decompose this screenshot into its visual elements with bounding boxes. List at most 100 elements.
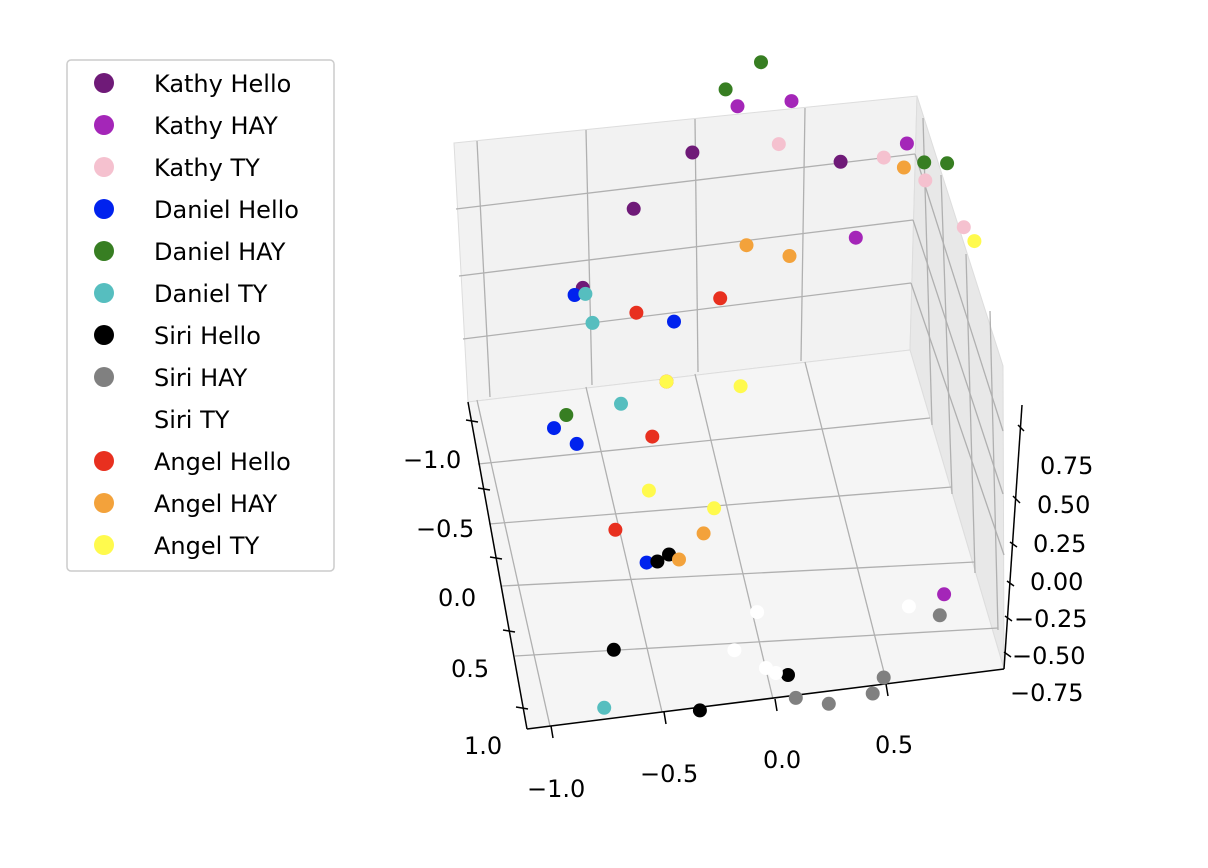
data-point (629, 305, 644, 320)
legend-marker (94, 535, 114, 555)
z-tick-label: −0.75 (1010, 679, 1084, 707)
legend-marker (94, 115, 114, 135)
data-point (626, 201, 641, 216)
data-point (956, 220, 971, 235)
grid-top (455, 107, 916, 398)
data-point (707, 501, 722, 516)
x-tick-labels: −1.0 −0.5 0.0 0.5 (527, 731, 913, 803)
data-point (672, 552, 686, 567)
data-point (559, 408, 574, 422)
x-tick-label: −0.5 (640, 760, 698, 788)
legend-marker (94, 73, 114, 93)
data-point (606, 642, 621, 657)
data-point (614, 396, 628, 411)
legend-label: Siri HAY (154, 364, 248, 392)
legend-label: Siri TY (154, 406, 230, 434)
axis-spines (467, 401, 1023, 730)
data-point (730, 99, 745, 114)
data-point (667, 314, 681, 329)
data-point (937, 587, 952, 602)
data-point (940, 156, 955, 171)
y-tick-label: 1.0 (464, 732, 502, 760)
data-point (781, 668, 795, 682)
legend-label: Daniel HAY (154, 238, 286, 266)
points-layer (547, 55, 982, 718)
legend-marker (94, 325, 114, 345)
data-point (685, 145, 700, 160)
data-point (547, 421, 561, 436)
data-point (784, 94, 799, 109)
legend-marker (94, 241, 114, 261)
legend-marker (94, 367, 114, 387)
legend-marker (94, 157, 114, 177)
legend-label: Kathy HAY (154, 112, 278, 140)
x-tick-label: −1.0 (527, 775, 585, 803)
legend-marker (94, 493, 114, 513)
data-point (750, 605, 765, 620)
data-point (639, 555, 654, 570)
data-point (696, 526, 711, 541)
data-point (645, 429, 660, 444)
z-tick-label: 0.25 (1033, 530, 1086, 558)
data-point (918, 173, 933, 188)
z-tick-label: 0.00 (1030, 568, 1083, 596)
grid-right (910, 117, 1005, 631)
legend-marker (94, 451, 114, 471)
data-point (585, 315, 600, 330)
legend-label: Daniel TY (154, 280, 268, 308)
data-point (567, 288, 582, 302)
data-point (967, 234, 982, 249)
data-point (641, 483, 656, 498)
pane-top (453, 95, 918, 403)
data-point (718, 82, 733, 97)
data-point (727, 643, 742, 658)
y-tick-label: −0.5 (416, 515, 474, 543)
legend-label: Siri Hello (154, 322, 261, 350)
z-tick-label: −0.50 (1012, 642, 1086, 670)
data-point (733, 379, 748, 394)
x-axis-ticks (550, 683, 889, 739)
data-point (917, 155, 932, 170)
legend-items: Kathy Hello Kathy HAY Kathy TY Daniel Hello… (94, 70, 299, 560)
legend-label: Kathy Hello (154, 70, 291, 98)
data-point (597, 700, 612, 715)
pane-floor (467, 349, 1005, 730)
legend-label: Angel Hello (154, 448, 291, 476)
data-point (692, 703, 707, 718)
legend-marker (94, 409, 114, 429)
legend-label: Angel TY (154, 532, 260, 560)
data-point (932, 608, 947, 623)
data-point (650, 554, 665, 569)
data-point (821, 696, 836, 711)
data-point (771, 137, 786, 152)
data-point (659, 374, 674, 389)
z-tick-label: 0.75 (1040, 452, 1093, 480)
data-point (901, 599, 916, 614)
data-point (848, 230, 863, 245)
data-point (713, 291, 728, 306)
data-point (754, 55, 768, 70)
legend: Kathy Hello Kathy HAY Kathy TY Daniel Hello… (66, 59, 335, 572)
data-point (833, 154, 848, 169)
data-point (865, 686, 880, 701)
legend-label: Daniel Hello (154, 196, 299, 224)
legend-frame (66, 59, 335, 572)
y-axis-ticks (465, 419, 529, 710)
data-point (876, 670, 891, 685)
data-point (569, 436, 584, 451)
data-point (876, 150, 891, 165)
x-tick-label: 0.5 (875, 731, 913, 759)
legend-marker (94, 283, 114, 303)
y-tick-labels: −1.0 −0.5 0.0 0.5 1.0 (403, 446, 502, 760)
data-point (788, 690, 803, 705)
data-point (739, 238, 754, 253)
data-point (899, 136, 914, 151)
data-point (608, 522, 623, 537)
legend-label: Kathy TY (154, 154, 260, 182)
z-axis-ticks (1003, 424, 1025, 658)
y-tick-label: −1.0 (403, 446, 461, 474)
legend-marker (94, 199, 114, 219)
data-point (768, 666, 783, 680)
y-tick-label: 0.5 (451, 655, 489, 683)
